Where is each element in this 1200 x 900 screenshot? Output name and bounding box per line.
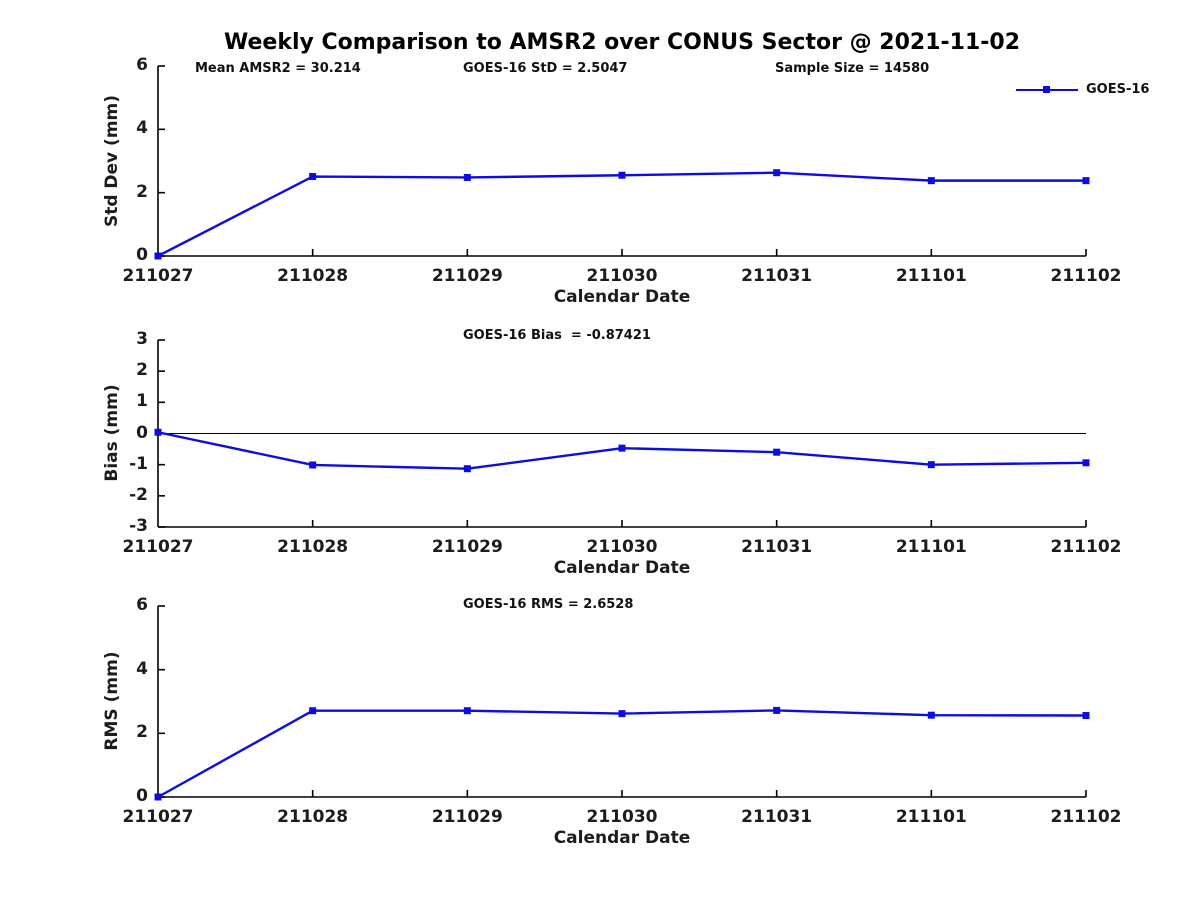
data-point-marker (463, 707, 471, 715)
annotation-mean-amsr2: Mean AMSR2 = 30.214 (195, 61, 361, 76)
y-tick-label: 2 (136, 722, 148, 743)
data-point-marker (154, 793, 162, 801)
data-point-marker (618, 171, 626, 179)
y-tick-label: 4 (136, 658, 148, 679)
x-tick-label: 211030 (586, 537, 658, 557)
x-tick-label: 211102 (1050, 807, 1122, 827)
y-tick-label: -1 (129, 453, 148, 474)
data-point-marker (927, 711, 935, 719)
y-tick-label: 0 (136, 422, 148, 443)
x-tick-label: 211028 (277, 266, 349, 286)
y-tick-label: 6 (136, 55, 148, 75)
y-tick-label: 6 (136, 595, 148, 615)
x-tick-label: 211027 (122, 807, 194, 827)
data-series-line (157, 171, 1086, 258)
x-tick-label: 211031 (741, 266, 813, 286)
x-tick-label: 211102 (1050, 537, 1122, 557)
annotation-goes16-rms: GOES-16 RMS = 2.6528 (463, 597, 634, 612)
x-tick-label: 211029 (431, 537, 503, 557)
data-series-line (157, 709, 1087, 799)
y-tick-label: 3 (136, 329, 148, 349)
data-point-marker (463, 465, 471, 473)
x-tick-label: 211101 (895, 266, 967, 286)
y-tick-label: 4 (136, 118, 148, 139)
x-tick-label: 211031 (741, 537, 813, 557)
x-tick-label: 211031 (741, 807, 813, 827)
data-point-marker (927, 177, 935, 185)
x-tick-label: 211102 (1050, 266, 1122, 286)
y-tick-label: -2 (129, 484, 148, 505)
data-point-marker (927, 461, 935, 469)
data-point-marker (154, 428, 162, 436)
y-tick-label: -3 (129, 516, 148, 536)
x-tick-label: 211030 (586, 807, 658, 827)
data-point-marker (773, 169, 781, 177)
data-point-marker (309, 173, 317, 181)
data-point-marker (773, 448, 781, 456)
xaxis-label-stddev: Calendar Date (553, 287, 691, 307)
annotation-goes16-bias: GOES-16 Bias = -0.87421 (463, 328, 651, 343)
data-point-marker (618, 444, 626, 452)
y-tick-label: 0 (136, 786, 148, 806)
x-tick-label: 211027 (122, 537, 194, 557)
annotation-sample-size: Sample Size = 14580 (775, 61, 930, 76)
legend-square-marker-icon (1043, 85, 1050, 93)
data-point-marker (309, 707, 317, 715)
y-tick-label: 2 (136, 181, 148, 202)
legend: GOES-16 (1016, 81, 1149, 97)
data-point-marker (773, 706, 781, 714)
xaxis-label-rms: Calendar Date (553, 828, 691, 848)
x-tick-label: 211101 (895, 807, 967, 827)
annotation-goes16-std: GOES-16 StD = 2.5047 (463, 61, 628, 76)
data-point-marker (1082, 177, 1090, 185)
chart-title: Weekly Comparison to AMSR2 over CONUS Se… (224, 30, 1020, 55)
data-point-marker (1082, 712, 1090, 720)
y-tick-label: 2 (136, 360, 148, 381)
data-point-marker (154, 252, 162, 260)
x-tick-label: 211027 (122, 266, 194, 286)
x-tick-label: 211029 (431, 807, 503, 827)
yaxis-label-stddev: Std Dev (mm) (102, 94, 122, 228)
y-tick-label: 1 (136, 391, 148, 412)
data-point-marker (309, 461, 317, 469)
x-tick-label: 211028 (277, 807, 349, 827)
xaxis-label-bias: Calendar Date (553, 558, 691, 578)
data-point-marker (618, 710, 626, 718)
legend-line-marker-icon (1016, 85, 1078, 94)
x-tick-label: 211029 (431, 266, 503, 286)
y-tick-label: 0 (136, 245, 148, 265)
x-tick-label: 211030 (586, 266, 658, 286)
data-point-marker (463, 173, 471, 181)
x-tick-label: 211101 (895, 537, 967, 557)
data-point-marker (1082, 459, 1090, 467)
legend-label: GOES-16 (1086, 81, 1150, 97)
x-tick-label: 211028 (277, 537, 349, 557)
